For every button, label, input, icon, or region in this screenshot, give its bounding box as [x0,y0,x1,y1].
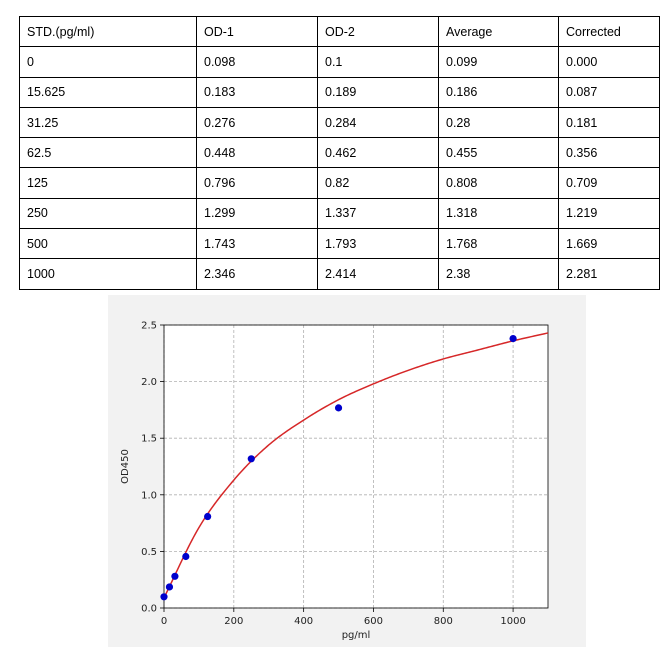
table-cell: 1.793 [317,228,439,260]
table-cell: 2.346 [196,258,318,290]
column-header: Corrected [558,15,660,48]
table-cell: 31.25 [19,106,197,139]
table-cell: 1.318 [438,197,559,230]
table-cell: 0.099 [438,46,559,78]
table-cell: 0.709 [558,167,660,199]
y-tick-label: 0.5 [141,547,157,558]
table-cell: 250 [19,197,197,230]
x-tick-label: 0 [161,616,167,627]
standard-curve-table: STD.(pg/ml) OD-1 OD-2 Average Corrected 0 0.09… [19,15,660,290]
table-cell: 0.28 [438,106,559,139]
table-row: 500 1.743 1.793 1.768 1.669 [19,228,660,260]
table-cell: 0 [19,46,197,78]
table-cell: 0.181 [558,106,660,139]
data-point [160,593,168,601]
table-cell: 2.414 [317,258,439,290]
table-body: STD.(pg/ml) OD-1 OD-2 Average Corrected 0 0.09… [19,15,660,290]
y-tick-label: 2.0 [141,377,157,388]
table-cell: 0.183 [196,76,318,108]
fitted-curve-line [163,332,549,599]
table-cell: 0.796 [196,167,318,199]
table-cell: 1.337 [317,197,439,230]
table-cell: 500 [19,228,197,260]
table-cell: 0.356 [558,137,660,169]
table-cell: 1.299 [196,197,318,230]
table-cell: 0.098 [196,46,318,78]
data-point [182,552,190,561]
table-row: 15.625 0.183 0.189 0.186 0.087 [19,76,660,108]
table-row: 125 0.796 0.82 0.808 0.709 [19,167,660,199]
table-cell: 125 [19,167,197,199]
y-tick-label: 1.0 [141,490,157,501]
data-point [334,404,343,412]
data-point [204,512,212,521]
axes-frame [163,324,549,609]
column-header: OD-2 [317,15,439,48]
plot-area [164,325,548,608]
x-tick-label: 200 [224,616,243,627]
y-axis-label: OD450 [120,449,131,484]
table-cell: 0.284 [317,106,439,139]
x-tick-label: 1000 [500,616,525,627]
table-row: 31.25 0.276 0.284 0.28 0.181 [19,106,660,139]
column-header: OD-1 [196,15,318,48]
y-tick-label: 0.0 [141,604,157,615]
table-cell: 0.276 [196,106,318,139]
table-row: 62.5 0.448 0.462 0.455 0.356 [19,137,660,169]
table-cell: 0.462 [317,137,439,169]
table-cell: 1.219 [558,197,660,230]
table-cell: 2.38 [438,258,559,290]
table-cell: 0.808 [438,167,559,199]
table-cell: 15.625 [19,76,197,108]
table-cell: 1.669 [558,228,660,260]
x-axis-label: pg/ml [342,630,371,641]
table-cell: 0.1 [317,46,439,78]
table-header-row: STD.(pg/ml) OD-1 OD-2 Average Corrected [19,15,660,48]
table-cell: 1000 [19,258,197,290]
table-cell: 0.82 [317,167,439,199]
table-row: 0 0.098 0.1 0.099 0.000 [19,46,660,78]
table-cell: 62.5 [19,137,197,169]
data-point [171,572,179,580]
data-point [509,334,517,343]
standard-curve-chart: 0 200 400 600 800 1000 0.0 0.5 1.0 1.5 2.0 2.5 pg/ml… [120,321,549,641]
y-tick-label: 2.5 [141,321,157,332]
x-tick-label: 400 [294,616,313,627]
table-cell: 0.448 [196,137,318,169]
table-cell: 0.186 [438,76,559,108]
data-point [247,455,255,463]
x-tick-label: 800 [434,616,453,627]
data-point [165,583,174,591]
table-row: 1000 2.346 2.414 2.38 2.281 [19,258,660,290]
column-header: STD.(pg/ml) [19,15,197,48]
table-cell: 2.281 [558,258,660,290]
column-header: Average [438,15,559,48]
x-tick-label: 600 [364,616,383,627]
table-cell: 0.455 [438,137,559,169]
table-cell: 0.087 [558,76,660,108]
table-cell: 1.768 [438,228,559,260]
table-cell: 1.743 [196,228,318,260]
table-row: 250 1.299 1.337 1.318 1.219 [19,197,660,230]
table-cell: 0.000 [558,46,660,78]
table-cell: 0.189 [317,76,439,108]
y-tick-label: 1.5 [141,434,157,445]
